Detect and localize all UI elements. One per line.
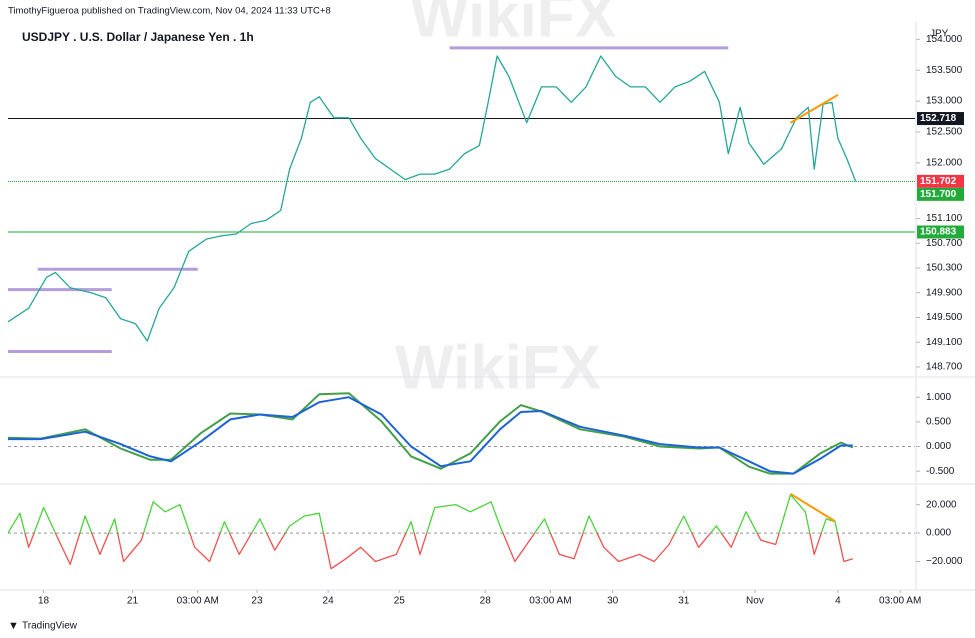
price-label: 152.718	[920, 113, 957, 124]
y-tick-label: 150.700	[926, 238, 963, 249]
price-label-box	[917, 112, 964, 126]
x-tick-label: 4	[835, 596, 841, 607]
y-tick-label: 154.000	[926, 34, 963, 45]
watermark: WikiFX	[395, 333, 601, 402]
brand: TradingView	[22, 621, 78, 632]
x-tick-label: Nov	[746, 596, 764, 607]
y-tick-label: 0.000	[926, 441, 951, 452]
y-tick-label: 1.000	[926, 392, 951, 403]
x-tick-label: 23	[251, 596, 263, 607]
watermark: WikiFX	[410, 0, 616, 50]
x-tick-label: 28	[480, 596, 492, 607]
series-line	[8, 396, 853, 475]
y-tick-label: 153.000	[926, 96, 963, 107]
x-tick-label: 30	[607, 596, 619, 607]
price-label: 151.702	[920, 176, 957, 187]
series-line	[7, 494, 853, 570]
y-tick-label: 149.500	[926, 312, 963, 323]
y-tick-label: 20.000	[926, 499, 957, 510]
y-tick-label: 0.000	[926, 528, 951, 539]
y-tick-label: 148.700	[926, 362, 963, 373]
price-label-box	[917, 174, 964, 188]
y-tick-label: 149.100	[926, 337, 963, 348]
x-tick-label: 03:00 AM	[529, 596, 571, 607]
x-tick-label: 24	[323, 596, 335, 607]
y-tick-label: 0.500	[926, 417, 951, 428]
byline: TimothyFigueroa published on TradingView…	[8, 6, 331, 17]
y-tick-label: 151.100	[926, 213, 963, 224]
y-tick-label: −20.000	[926, 556, 963, 567]
trend-line	[790, 94, 839, 124]
chart-title: USDJPY . U.S. Dollar / Japanese Yen . 1h	[22, 30, 254, 44]
x-tick-label: 18	[38, 596, 50, 607]
price-label: 151.700	[920, 189, 957, 200]
series-line	[7, 392, 854, 475]
y-tick-label: 152.000	[926, 158, 963, 169]
price-label-box	[917, 225, 964, 239]
y-tick-label: 152.500	[926, 127, 963, 138]
y-tick-label: 153.500	[926, 65, 963, 76]
y-tick-label: 150.300	[926, 263, 963, 274]
y-tick-label: -0.500	[926, 466, 955, 477]
price-label: 150.883	[920, 227, 957, 238]
x-tick-label: 25	[394, 596, 406, 607]
series-line	[7, 55, 857, 342]
y-tick-label: 149.900	[926, 287, 963, 298]
currency: JPY	[930, 29, 949, 40]
logo: ▼	[8, 620, 19, 632]
x-tick-label: 31	[678, 596, 690, 607]
x-tick-label: 21	[127, 596, 139, 607]
x-tick-label: 03:00 AM	[879, 596, 921, 607]
trend-line	[789, 492, 836, 523]
price-label-box	[917, 187, 964, 201]
x-tick-label: 03:00 AM	[177, 596, 219, 607]
